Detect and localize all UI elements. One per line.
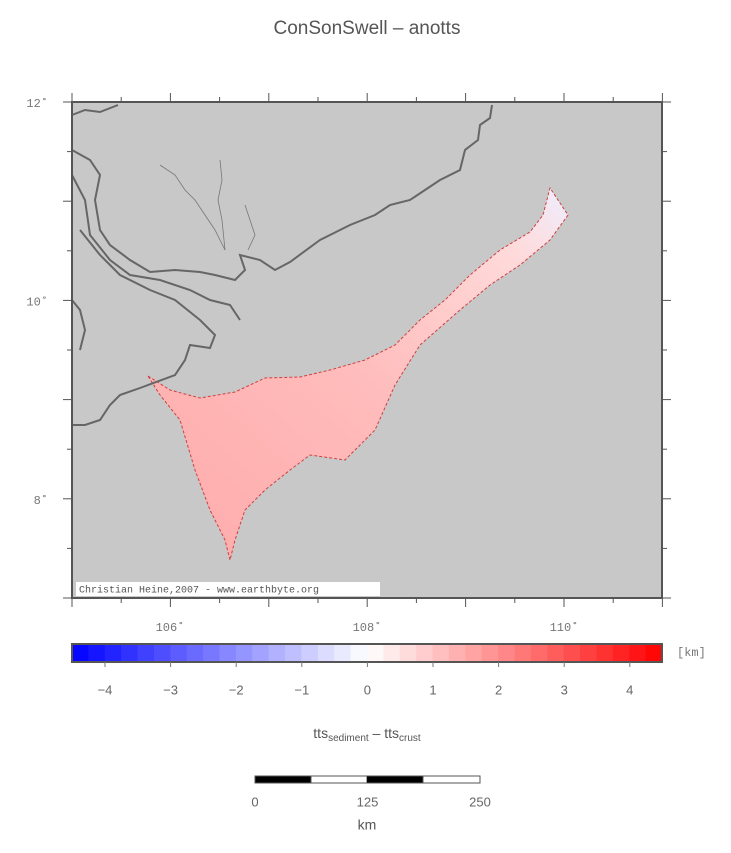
colorbar-cell [645,644,663,662]
colorbar-cell [530,644,548,662]
colorbar-cell [317,644,335,662]
colorbar-cell [596,644,614,662]
colorbar-cell [121,644,139,662]
colorbar-cell [432,644,450,662]
map-background [72,102,662,598]
colorbar-unit: [km] [677,646,706,660]
scalebar-unit: km [358,817,377,833]
colorbar-cell [612,644,630,662]
colorbar-tick-label: −4 [98,682,113,697]
colorbar-tick-label: 4 [626,682,633,697]
colorbar-tick-label: 1 [429,682,436,697]
colorbar-tick-label: 0 [364,682,371,697]
colorbar-cell [72,644,89,662]
credit: Christian Heine,2007 - www.earthbyte.org [79,585,319,597]
colorbar-cell [334,644,352,662]
colorbar-cell [252,644,270,662]
colorbar-cell [137,644,155,662]
colorbar [72,644,663,662]
colorbar-cell [186,644,204,662]
colorbar-tick-label: −3 [163,682,178,697]
label-subscript: sediment [328,733,369,744]
colorbar-tick-label: 2 [495,682,502,697]
coastline [71,104,493,426]
colorbar-cell [285,644,302,662]
colorbar-cell [498,644,515,662]
scalebar: km [254,775,481,833]
colorbar-cell [514,644,532,662]
rivers [159,159,256,251]
colorbar-cell [219,644,237,662]
scalebar-frame [254,775,481,784]
scalebar-segment [255,776,311,783]
colorbar-cell [301,644,319,662]
colorbar-cell [104,644,122,662]
colorbar-cell [235,644,253,662]
colorbar-cell [367,644,384,662]
colorbar-cell [629,644,647,662]
colorbar-cell [416,644,434,662]
colorbar-tick-label: −1 [294,682,309,697]
region-polygon [147,186,569,561]
colorbar-cell [448,644,466,662]
colorbar-cell [580,644,597,662]
colorbar-tick-label: 3 [561,682,568,697]
scalebar-segment [367,776,423,783]
colorbar-cell [547,644,565,662]
colorbar-cell [481,644,499,662]
colorbar-cell [170,644,188,662]
scalebar-tick-label: 250 [469,794,491,809]
lat-label: 10˚ [26,296,48,310]
lat-label: 12˚ [26,97,48,111]
lon-label: 106˚ [156,621,185,635]
lat-label: 8˚ [34,494,48,508]
scalebar-tick-label: 125 [357,794,379,809]
label-text: tts [313,725,328,741]
colorbar-cell [203,644,220,662]
map: Christian Heine,2007 - www.earthbyte.org [71,101,663,599]
title: ConSonSwell – anotts [274,18,461,39]
scalebar-tick-label: 0 [251,794,258,809]
colorbar-cell [350,644,368,662]
colorbar-label: ttssediment – ttscrust [313,725,421,744]
lon-label: 110˚ [550,621,579,635]
label-subscript: crust [399,733,421,744]
credit-box [76,582,380,596]
lon-label: 108˚ [353,621,382,635]
label-text: – tts [369,725,399,741]
colorbar-cell [153,644,171,662]
colorbar-cell [399,644,417,662]
scalebar-segment [310,775,368,784]
colorbar-cell [88,644,106,662]
scalebar-segment [422,775,481,784]
colorbar-cell [563,644,581,662]
colorbar-cell [465,644,483,662]
colorbar-cell [268,644,286,662]
colorbar-cell [383,644,401,662]
colorbar-tick-label: −2 [229,682,244,697]
